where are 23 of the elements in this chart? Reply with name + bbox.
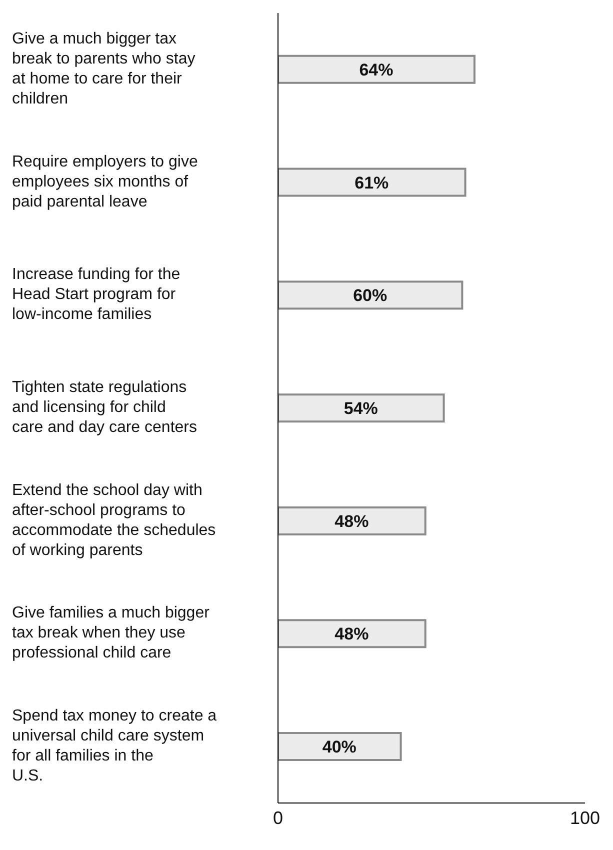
- data-label: 48%: [334, 624, 369, 644]
- y-tick-label: Give a much bigger tax break to parents who stay at home to care for their children: [12, 30, 196, 108]
- x-tick-label: 0: [272, 808, 284, 828]
- y-tick-label: Spend tax money to create a universal child care system for all families in the U.S.: [12, 708, 217, 785]
- data-label: 40%: [322, 738, 356, 757]
- y-tick-label: Tighten state regulations and licensing for child care and day care centers: [12, 379, 197, 436]
- bar: [278, 732, 402, 762]
- data-label: 60%: [353, 286, 388, 306]
- bar: [278, 393, 445, 422]
- y-tick-label: Increase funding for the Head Start program for low-income families: [12, 266, 180, 324]
- x-tick-label: 100: [570, 808, 600, 828]
- y-tick-label: Give families a much bigger tax break when they use professional child care: [12, 604, 210, 662]
- data-label: 54%: [344, 398, 378, 418]
- data-label: 61%: [354, 173, 389, 192]
- bar: [278, 168, 466, 197]
- data-label: 64%: [359, 60, 394, 80]
- bar: [278, 619, 426, 648]
- y-tick-label: Require employers to give employees six months of paid parental leave: [12, 154, 198, 211]
- bar: [278, 506, 426, 536]
- data-label: 48%: [334, 512, 369, 531]
- bar: [278, 54, 476, 84]
- y-tick-label: Extend the school day with after-school programs to accommodate the schedules of working parents: [12, 482, 216, 560]
- bar: [278, 280, 464, 310]
